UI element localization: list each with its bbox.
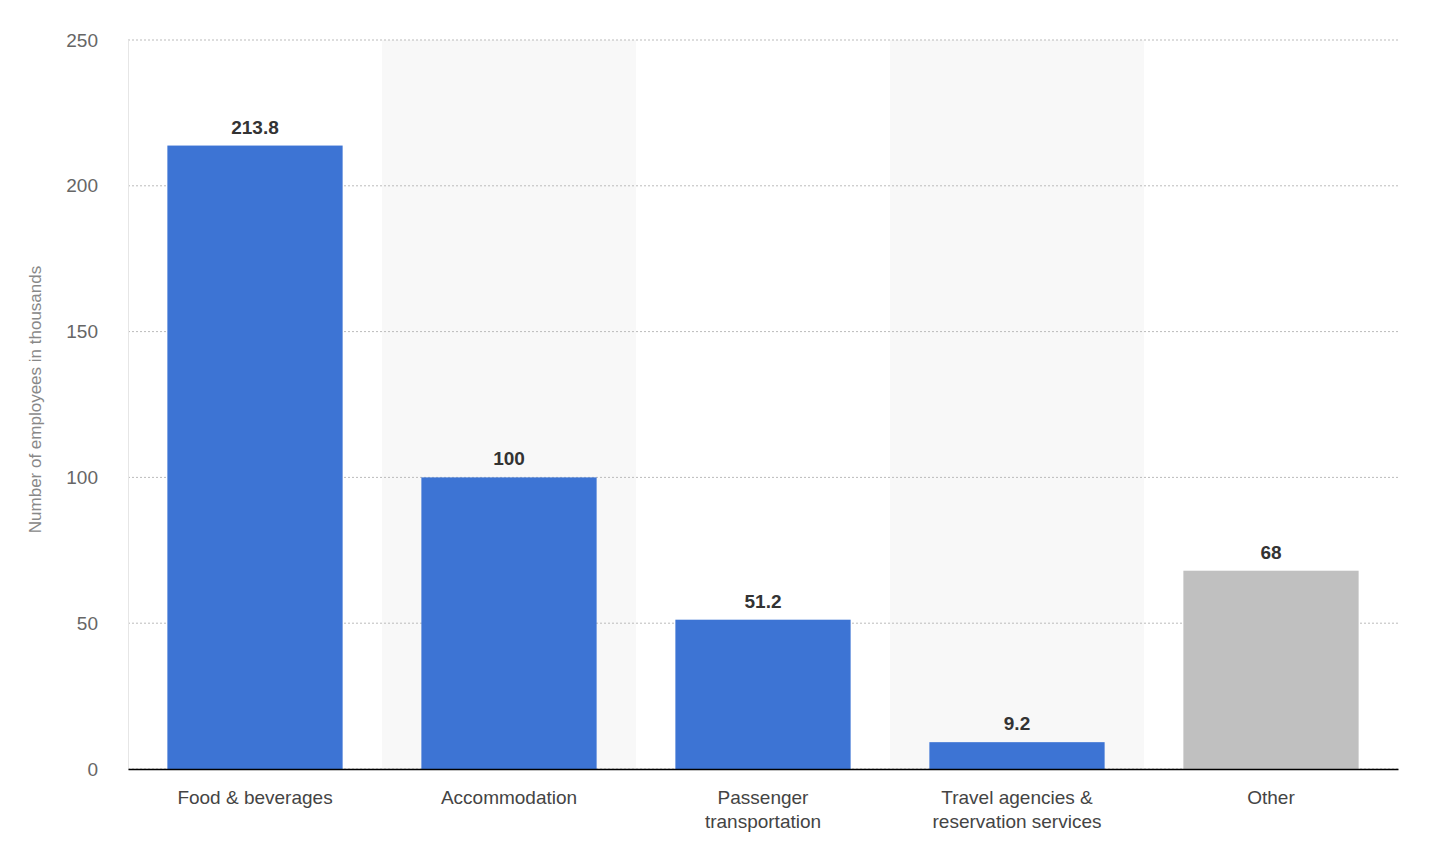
x-tick-label: Passenger transportation <box>705 787 821 832</box>
chart: 0 50 100 150 200 250 Food & beverages Accommoda… <box>0 0 1432 868</box>
y-tick-label: 250 <box>66 30 98 51</box>
x-tick-label-line: Food & beverages <box>177 787 332 808</box>
y-tick-label: 0 <box>87 759 98 780</box>
y-tick: 150 <box>66 321 128 342</box>
y-tick: 0 <box>87 759 128 780</box>
x-tick: Food & beverages <box>177 787 332 808</box>
data-label: 213.8 <box>231 117 279 138</box>
bar <box>421 477 596 769</box>
bar <box>1183 571 1358 769</box>
bar <box>167 146 342 769</box>
x-tick-label-line: Accommodation <box>441 787 577 808</box>
grid <box>128 40 1398 769</box>
y-tick: 50 <box>77 613 128 634</box>
x-tick-label-line: reservation services <box>933 811 1102 832</box>
data-label: 68 <box>1260 542 1281 563</box>
y-tick: 100 <box>66 467 128 488</box>
data-labels: 213.8 100 51.2 9.2 68 <box>231 117 1281 735</box>
x-tick-label: Accommodation <box>441 787 577 808</box>
y-tick-label: 150 <box>66 321 98 342</box>
y-tick-label: 50 <box>77 613 98 634</box>
bar <box>675 620 850 769</box>
y-tick: 200 <box>66 175 128 196</box>
bars <box>167 146 1358 769</box>
bar <box>929 742 1104 769</box>
x-tick: Accommodation <box>441 787 577 808</box>
y-tick-label: 100 <box>66 467 98 488</box>
x-tick-label-line: transportation <box>705 811 821 832</box>
data-label: 9.2 <box>1004 713 1030 734</box>
x-tick-label: Other <box>1247 787 1295 808</box>
x-tick: Passenger transportation <box>705 787 821 832</box>
x-tick-label: Food & beverages <box>177 787 332 808</box>
background-band <box>382 40 636 769</box>
grid-line <box>128 40 1398 41</box>
y-axis-line <box>128 41 129 770</box>
x-tick-label-line: Other <box>1247 787 1295 808</box>
x-tick-label-line: Passenger <box>718 787 810 808</box>
y-tick-label: 200 <box>66 175 98 196</box>
data-label: 100 <box>493 448 525 469</box>
x-tick-label-line: Travel agencies & <box>941 787 1093 808</box>
background-band <box>890 40 1144 769</box>
x-tick: Travel agencies & reservation services <box>933 787 1102 832</box>
background-bands <box>382 40 1144 769</box>
x-tick-label: Travel agencies & reservation services <box>933 787 1102 832</box>
x-axis: Food & beverages Accommodation Passenger tr… <box>129 770 1399 833</box>
x-tick: Other <box>1247 787 1295 808</box>
x-axis-line <box>129 769 1399 771</box>
data-label: 51.2 <box>745 591 782 612</box>
y-axis-title: Number of employees in thousands <box>26 266 45 533</box>
y-axis: 0 50 100 150 200 250 <box>66 30 128 780</box>
y-tick: 250 <box>66 30 128 51</box>
